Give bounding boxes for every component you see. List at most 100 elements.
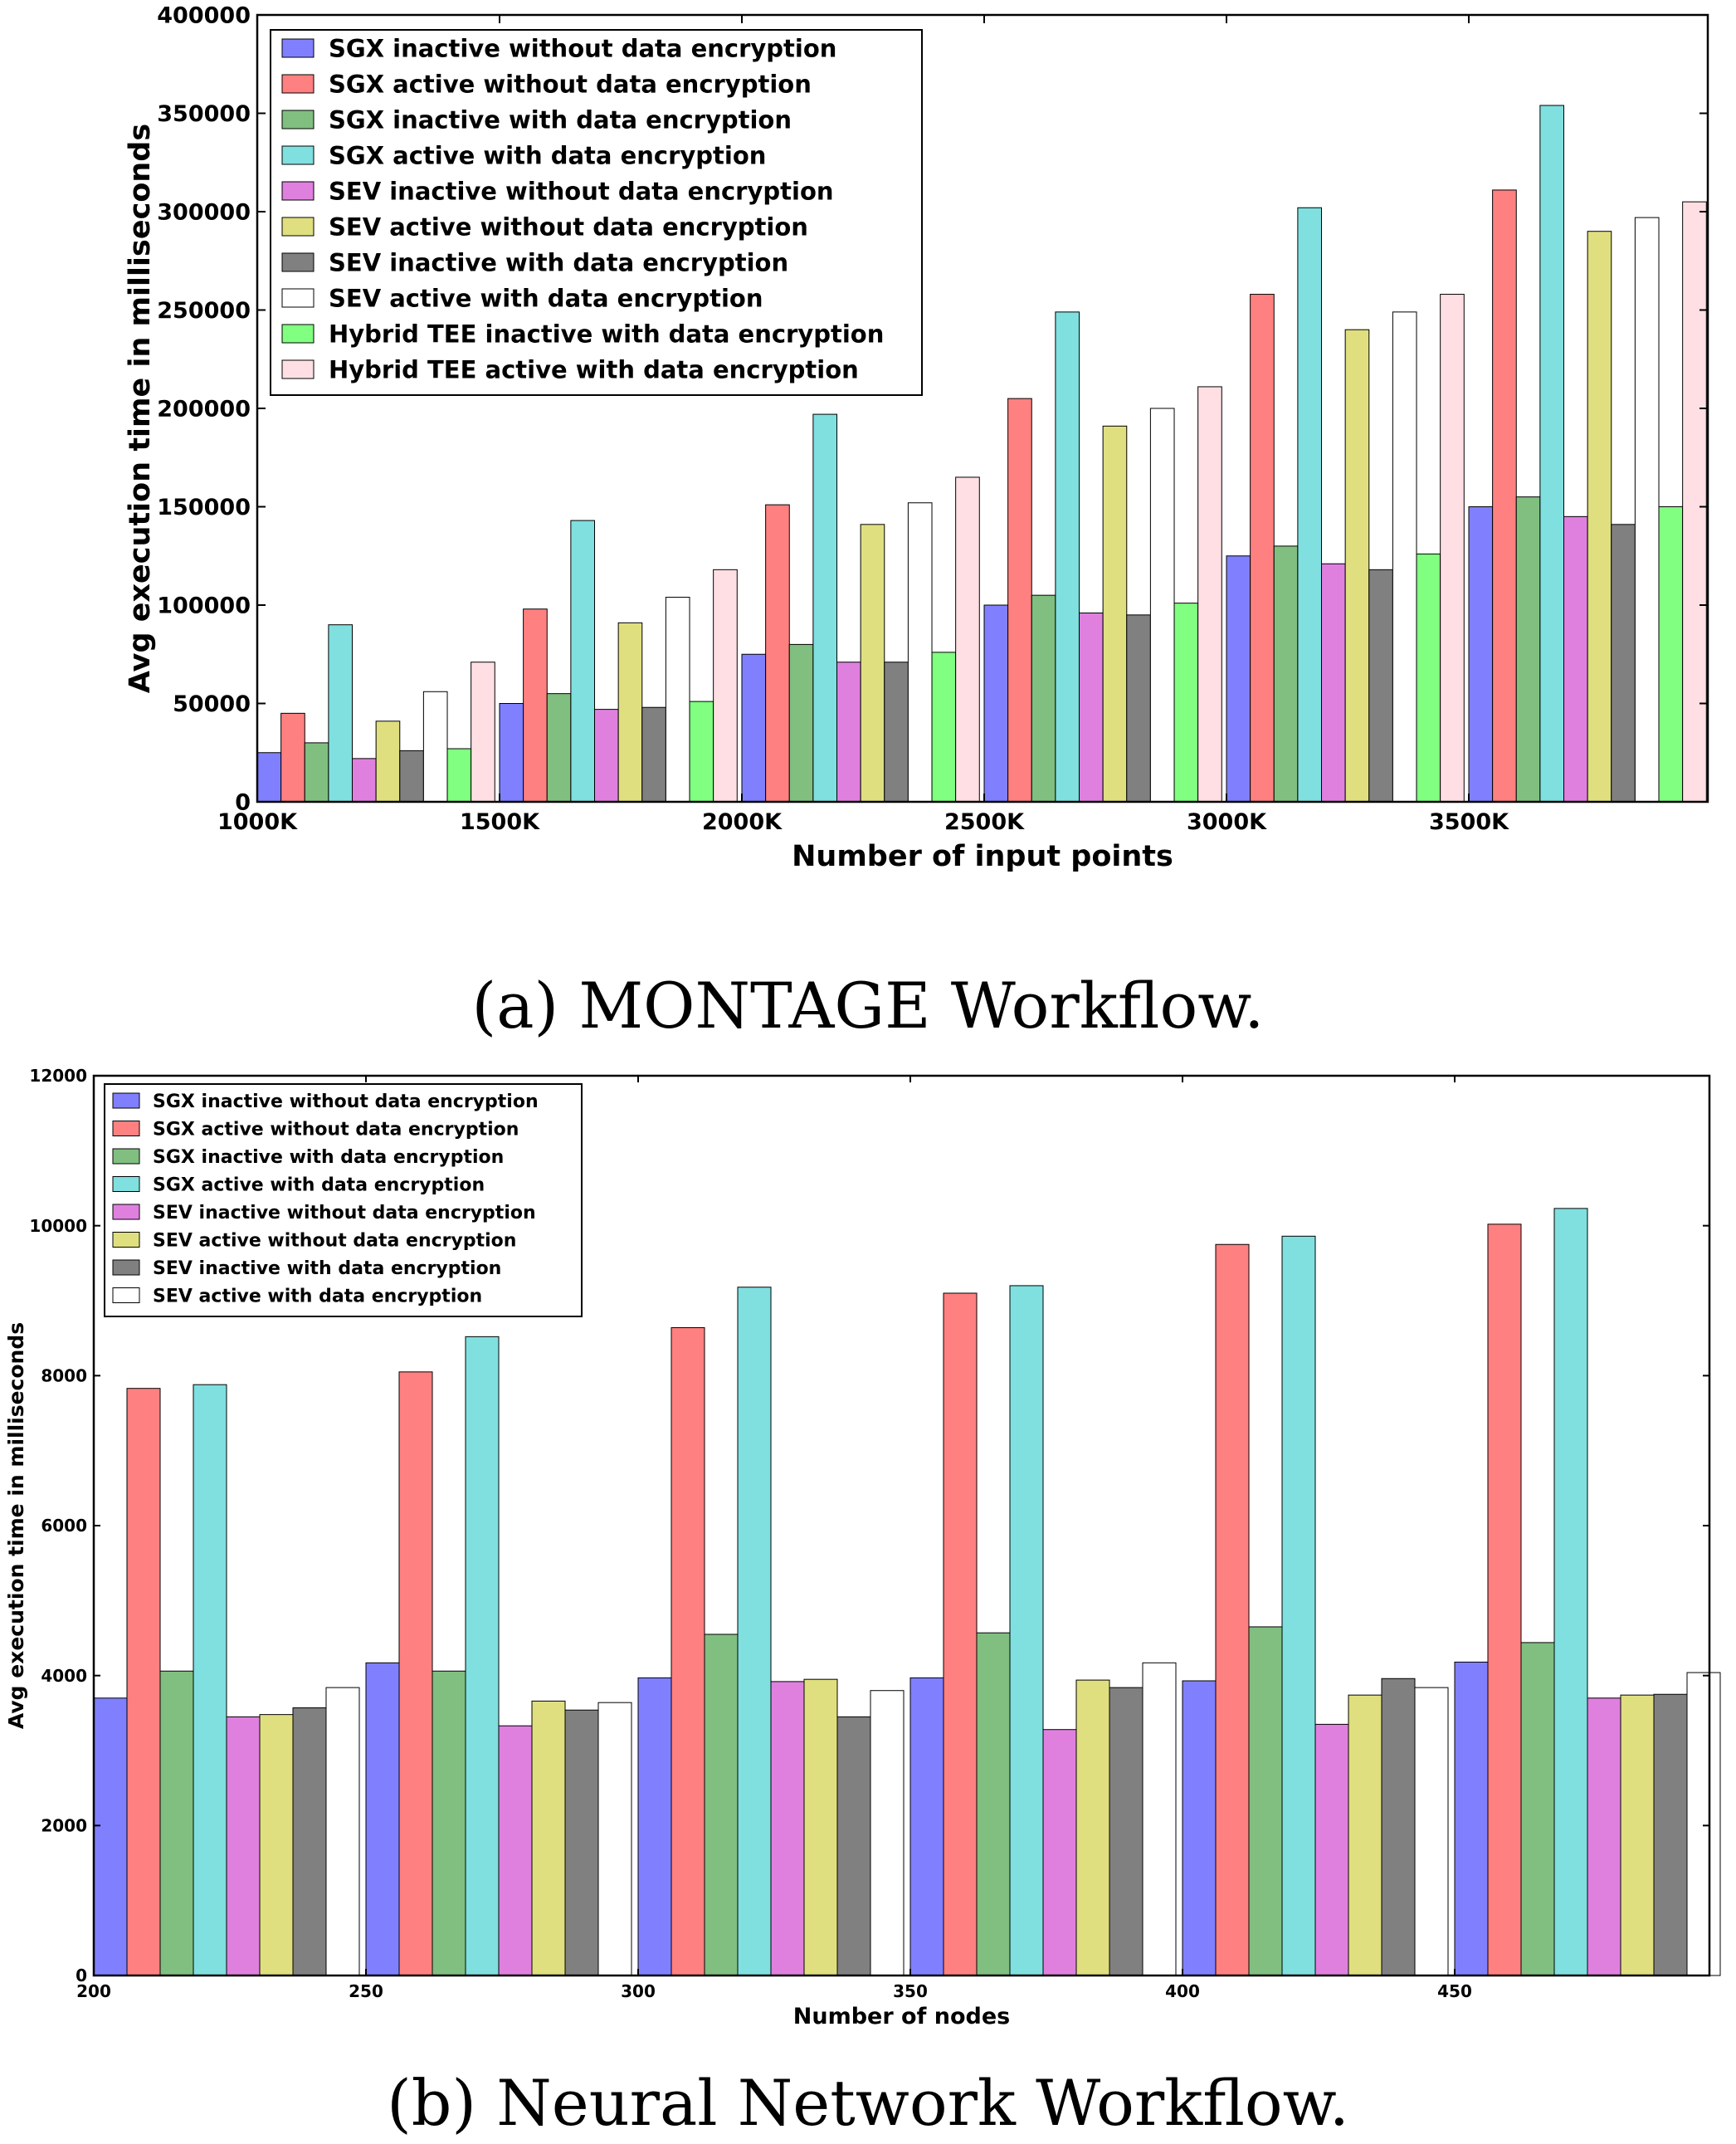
y-tick-label: 10000	[29, 1216, 87, 1236]
legend-swatch-sgx-active-with-data-encryption	[112, 1176, 140, 1192]
y-tick-label: 8000	[41, 1366, 87, 1386]
legend: SGX inactive without data encryption SGX …	[270, 29, 923, 396]
bar-sev-inactive-with-data-encryption-300	[836, 1716, 871, 1976]
x-tick-label: 400	[1165, 1981, 1200, 2001]
legend-swatch-sgx-inactive-with-data-encryption	[281, 110, 315, 129]
y-tick-label: 150000	[157, 495, 251, 520]
bar-sgx-inactive-without-data-encryption-3000k	[1226, 555, 1251, 803]
bar-sev-inactive-without-data-encryption-3000k	[1321, 563, 1346, 803]
x-tick-label: 2500K	[944, 809, 1025, 835]
legend-label-sgx-inactive-without-data-encryption: SGX inactive without data encryption	[153, 1092, 539, 1112]
bar-sgx-inactive-without-data-encryption-2500k	[983, 604, 1009, 803]
legend-label-sev-active-without-data-encryption: SEV active without data encryption	[153, 1230, 516, 1251]
legend-swatch-sev-inactive-without-data-encryption	[112, 1204, 140, 1220]
bar-sev-inactive-with-data-encryption-450	[1653, 1693, 1688, 1976]
x-tick-label: 3000K	[1187, 809, 1267, 835]
bar-sev-active-with-data-encryption-300	[870, 1690, 905, 1976]
legend-label-sgx-inactive-with-data-encryption: SGX inactive with data encryption	[153, 1147, 504, 1168]
bar-sgx-inactive-without-data-encryption-350	[909, 1677, 944, 1976]
bar-sgx-active-without-data-encryption-450	[1487, 1223, 1522, 1976]
bar-sgx-inactive-with-data-encryption-1000k	[304, 742, 329, 803]
y-tick-label: 2000	[41, 1816, 87, 1836]
legend-swatch-sev-inactive-without-data-encryption	[281, 181, 315, 201]
neural-network-chart: 0 2000 4000 6000 8000 10000 12000 200 250 300 350 4…	[4, 1066, 1721, 2029]
bar-sev-active-with-data-encryption-1500k	[665, 597, 690, 803]
bar-sev-inactive-without-data-encryption-1000k	[352, 758, 377, 803]
legend-label-sgx-inactive-without-data-encryption: SGX inactive without data encryption	[329, 34, 836, 62]
legend-swatch-sev-inactive-with-data-encryption	[281, 252, 315, 272]
y-tick-label: 400000	[157, 3, 251, 29]
bar-sgx-active-without-data-encryption-2500k	[1007, 398, 1032, 803]
bar-hybrid-tee-inactive-with-data-encryption-1000k	[446, 748, 472, 803]
bar-sev-inactive-with-data-encryption-2500k	[1126, 614, 1151, 803]
bar-sgx-active-without-data-encryption-1000k	[280, 712, 305, 803]
legend-label-sgx-active-without-data-encryption: SGX active without data encryption	[329, 70, 812, 98]
bar-sev-active-without-data-encryption-450	[1620, 1694, 1655, 1976]
bar-sgx-inactive-with-data-encryption-1500k	[546, 693, 572, 803]
bar-sev-active-with-data-encryption-1000k	[422, 691, 448, 803]
x-tick-label: 350	[893, 1981, 928, 2001]
y-tick-label: 350000	[157, 101, 251, 127]
legend-swatch-sev-active-with-data-encryption	[281, 288, 315, 308]
legend-swatch-hybrid-tee-inactive-with-data-encryption	[281, 324, 315, 344]
bar-sev-active-with-data-encryption-200	[325, 1687, 360, 1976]
bar-sgx-inactive-without-data-encryption-400	[1182, 1680, 1217, 1976]
x-tick-label: 1000K	[217, 809, 298, 835]
legend-label-sgx-active-with-data-encryption: SGX active with data encryption	[329, 141, 766, 169]
y-tick-label: 0	[235, 790, 251, 816]
bar-sev-active-with-data-encryption-3000k	[1392, 311, 1417, 803]
caption-montage: (a) MONTAGE Workflow.	[472, 969, 1265, 1043]
bar-sev-inactive-without-data-encryption-2000k	[836, 662, 861, 803]
bar-sev-inactive-with-data-encryption-3500k	[1611, 524, 1636, 803]
bar-sev-active-with-data-encryption-400	[1414, 1687, 1449, 1976]
bar-hybrid-tee-active-with-data-encryption-1000k	[471, 662, 495, 803]
bar-sev-inactive-without-data-encryption-350	[1042, 1729, 1077, 1976]
montage-chart: 0 50000 100000 150000 200000 250000 300000 3500…	[124, 3, 1709, 873]
bar-sev-active-with-data-encryption-2500k	[1149, 408, 1175, 803]
bar-sgx-inactive-with-data-encryption-2500k	[1031, 594, 1056, 803]
bar-sgx-inactive-with-data-encryption-400	[1248, 1626, 1283, 1976]
bar-sgx-active-without-data-encryption-3000k	[1250, 294, 1275, 803]
bar-sgx-active-without-data-encryption-400	[1215, 1243, 1250, 1976]
bar-sgx-active-without-data-encryption-200	[126, 1388, 161, 1976]
bar-sgx-inactive-with-data-encryption-350	[976, 1632, 1011, 1976]
bar-sev-active-with-data-encryption-2000k	[907, 502, 933, 803]
legend-label-sev-inactive-with-data-encryption: SEV inactive with data encryption	[329, 248, 788, 276]
y-tick-label: 100000	[157, 593, 251, 619]
bar-sgx-active-without-data-encryption-350	[943, 1292, 978, 1976]
legend-label-sgx-inactive-with-data-encryption: SGX inactive with data encryption	[329, 105, 792, 134]
legend: SGX inactive without data encryption SGX …	[104, 1083, 583, 1317]
bar-sev-active-without-data-encryption-2500k	[1102, 425, 1128, 803]
bar-hybrid-tee-active-with-data-encryption-2000k	[955, 476, 980, 803]
bar-sev-inactive-without-data-encryption-250	[498, 1725, 533, 1976]
bar-hybrid-tee-active-with-data-encryption-3500k	[1682, 201, 1707, 803]
legend-label-sev-active-without-data-encryption: SEV active without data encryption	[329, 212, 808, 241]
bar-hybrid-tee-inactive-with-data-encryption-2000k	[931, 652, 957, 803]
bar-sgx-active-without-data-encryption-300	[671, 1327, 705, 1976]
bar-sev-active-with-data-encryption-3500k	[1634, 217, 1660, 803]
bar-sev-inactive-with-data-encryption-2000k	[884, 662, 909, 803]
bar-sgx-inactive-without-data-encryption-1500k	[499, 703, 524, 803]
legend-swatch-sgx-active-without-data-encryption	[281, 74, 315, 94]
y-tick-label: 200000	[157, 397, 251, 422]
bar-sev-inactive-without-data-encryption-3500k	[1563, 515, 1588, 803]
bar-sev-active-without-data-encryption-3500k	[1587, 231, 1612, 803]
bar-sev-active-without-data-encryption-200	[259, 1714, 294, 1976]
bar-sev-inactive-with-data-encryption-200	[292, 1707, 327, 1976]
bar-sgx-inactive-with-data-encryption-450	[1520, 1642, 1555, 1976]
bar-hybrid-tee-active-with-data-encryption-1500k	[713, 569, 738, 803]
bar-sgx-inactive-with-data-encryption-300	[704, 1634, 739, 1976]
bar-sev-inactive-with-data-encryption-1000k	[399, 750, 424, 803]
bar-sev-active-with-data-encryption-350	[1142, 1662, 1177, 1976]
bar-sev-inactive-with-data-encryption-350	[1109, 1687, 1144, 1976]
legend-swatch-sev-inactive-with-data-encryption	[112, 1259, 140, 1276]
bar-sgx-active-with-data-encryption-300	[737, 1287, 772, 1976]
legend-swatch-sev-active-without-data-encryption	[112, 1232, 140, 1248]
bar-sgx-active-with-data-encryption-2500k	[1055, 311, 1080, 803]
bar-sev-active-without-data-encryption-300	[803, 1678, 838, 1976]
bar-sgx-inactive-without-data-encryption-250	[365, 1662, 400, 1976]
x-tick-label: 250	[349, 1981, 383, 2001]
bar-sgx-inactive-with-data-encryption-250	[432, 1670, 466, 1976]
legend-swatch-sgx-inactive-with-data-encryption	[112, 1148, 140, 1165]
